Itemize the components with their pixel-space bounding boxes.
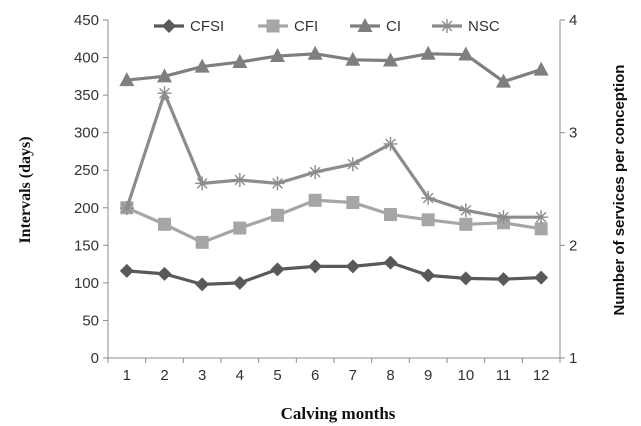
series-cfsi-point [119,263,134,278]
legend-swatch-marker [440,19,454,33]
y2-tick-label: 2 [569,237,577,254]
series-nsc-point [496,210,511,225]
series-nsc-point [458,203,473,218]
series-cfi-point [308,193,322,207]
y2-tick-label: 4 [569,12,577,29]
series-nsc-point [270,176,285,191]
series-ci-point [307,45,323,60]
y-tick-label: 50 [82,312,99,329]
series-cfsi-point [383,255,398,270]
legend-item-ci: CI [350,18,401,35]
series-cfsi-line [126,261,542,286]
series-ci-point [119,72,135,87]
x-tick-label: 1 [123,367,131,384]
y-tick-label: 400 [74,50,99,67]
series-ci-point [383,52,398,67]
y-tick-label: 200 [74,200,99,217]
legend: CFSI CFI CI NSC [154,18,500,35]
x-tick-label: 8 [386,367,394,384]
series-nsc-point [383,136,398,151]
series-nsc-point [195,176,210,191]
series-cfi [120,193,548,249]
legend-item-nsc: NSC [432,18,500,35]
x-tick-label: 5 [273,367,281,384]
series-nsc-point [232,172,247,187]
y-tick-label: 0 [91,350,99,367]
series-nsc [119,86,549,225]
x-tick-label: 4 [236,367,244,384]
x-tick-label: 12 [533,367,550,384]
legend-item-cfsi: CFSI [154,18,224,35]
legend-label: CI [386,18,401,35]
legend-swatch-marker [357,18,373,32]
series-nsc-point [345,157,360,172]
series-cfsi-point [421,268,436,283]
legend-item-cfi: CFI [258,18,318,35]
legend-label: NSC [468,18,500,35]
series-cfsi-point [308,259,323,274]
y-axis-left-label: Intervals (days) [17,136,34,243]
series-nsc-point [157,86,172,101]
series-cfsi-point [345,259,360,274]
series-cfi-point [271,208,284,222]
series-cfi-line [126,198,542,244]
x-axis-label: Calving months [281,404,396,423]
series-ci-point [420,45,436,60]
x-tick-label: 10 [457,367,474,384]
x-tick-label: 7 [349,367,357,384]
y-tick-label: 450 [74,12,99,29]
series-cfsi-point [270,262,285,277]
y-axis-right-label: Number of services per conception [611,65,628,316]
y-tick-label: 350 [74,87,99,104]
x-tick-label: 2 [160,367,168,384]
y-tick-label: 250 [74,162,99,179]
series-nsc-point [308,165,323,180]
series-cfsi-point [496,272,511,287]
legend-swatch-marker [162,19,176,33]
y-tick-label: 150 [74,237,99,254]
legend-swatch-marker [266,19,280,33]
series-nsc-line [125,91,542,219]
series-nsc-point [119,201,134,216]
y-tick-label: 300 [74,125,99,142]
series-cfi-point [233,221,247,235]
series-cfi-point [459,217,473,231]
series-cfsi-point [458,271,473,286]
series-ci-point [157,68,172,83]
series-ci-line [126,52,542,84]
series-ci-point [232,54,248,69]
series-ci-point [533,61,549,76]
series-nsc-point [421,191,436,206]
x-tick-label: 11 [496,367,512,384]
series-cfi-point [534,222,548,236]
series-ci-point [458,46,474,61]
y2-tick-label: 1 [569,350,577,367]
legend-label: CFSI [190,18,224,35]
series-ci [119,45,549,88]
series-cfsi-point [195,277,210,292]
series-cfsi-point [157,266,172,281]
x-tick-label: 3 [198,367,206,384]
series-cfsi [119,255,549,292]
legend-label: CFI [294,18,318,35]
series-cfsi-point [534,270,549,285]
series-cfi-point [346,196,360,210]
series-cfi-point [384,208,397,222]
series-ci-point [345,51,361,66]
series-cfi-point [421,213,435,227]
series-ci-point [194,58,210,73]
series-cfsi-point [232,275,247,290]
series-group [119,45,549,292]
series-ci-point [496,73,511,88]
x-tick-label: 9 [424,367,432,384]
series-cfi-point [195,235,209,249]
series-nsc-point [534,210,549,225]
series-cfi-point [158,217,171,231]
series-ci-point [270,48,285,63]
y-tick-label: 100 [74,275,99,292]
y2-tick-label: 3 [569,125,577,142]
x-tick-label: 6 [311,367,319,384]
